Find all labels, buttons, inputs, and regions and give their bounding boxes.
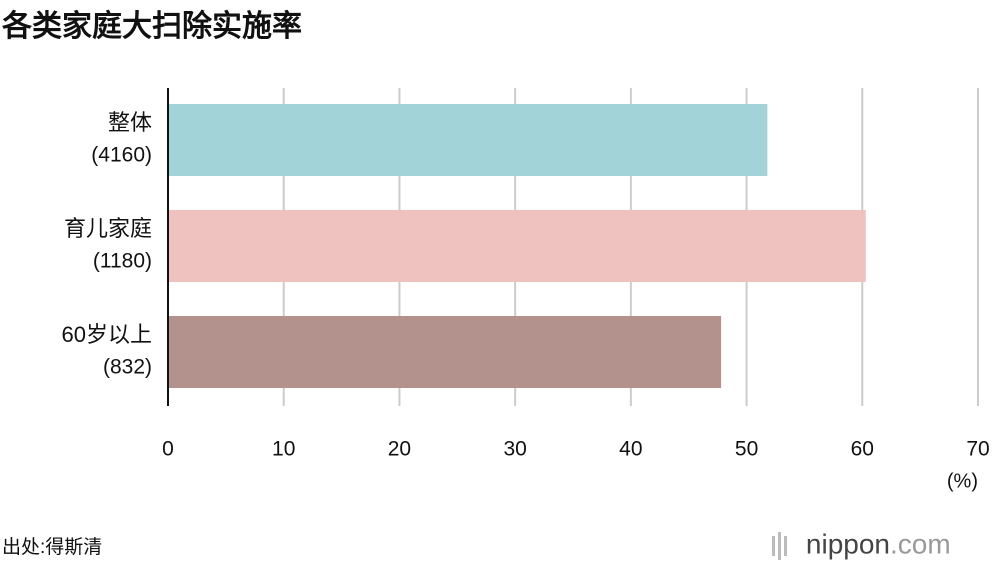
logo-bar bbox=[772, 536, 775, 556]
y-tick-note: (4160) bbox=[91, 144, 152, 167]
logo-name: nippon bbox=[806, 528, 890, 559]
logo-bar bbox=[784, 536, 787, 556]
logo-suffix: .com bbox=[890, 528, 951, 559]
y-tick-label: 育儿家庭 bbox=[64, 216, 152, 241]
logo: nippon .com bbox=[772, 528, 951, 560]
x-tick-label: 50 bbox=[735, 438, 758, 461]
y-tick-note: (832) bbox=[103, 356, 152, 379]
x-tick-label: 10 bbox=[272, 438, 295, 461]
x-tick-label: 0 bbox=[162, 438, 174, 461]
y-tick-label: 60岁以上 bbox=[62, 322, 152, 347]
bar bbox=[168, 210, 866, 282]
x-tick-label: 70 bbox=[966, 438, 989, 461]
x-tick-label: 40 bbox=[619, 438, 642, 461]
x-tick-label: 60 bbox=[851, 438, 874, 461]
bar bbox=[168, 104, 768, 176]
logo-bar bbox=[778, 532, 781, 560]
x-unit: (%) bbox=[947, 470, 978, 492]
source: 出处:得斯清 bbox=[2, 536, 102, 558]
x-tick-label: 30 bbox=[503, 438, 526, 461]
x-tick-label: 20 bbox=[388, 438, 411, 461]
bar bbox=[168, 316, 722, 388]
y-tick-label: 整体 bbox=[108, 110, 152, 135]
chart-title: 各类家庭大扫除实施率 bbox=[1, 9, 302, 43]
y-tick-note: (1180) bbox=[93, 250, 152, 273]
